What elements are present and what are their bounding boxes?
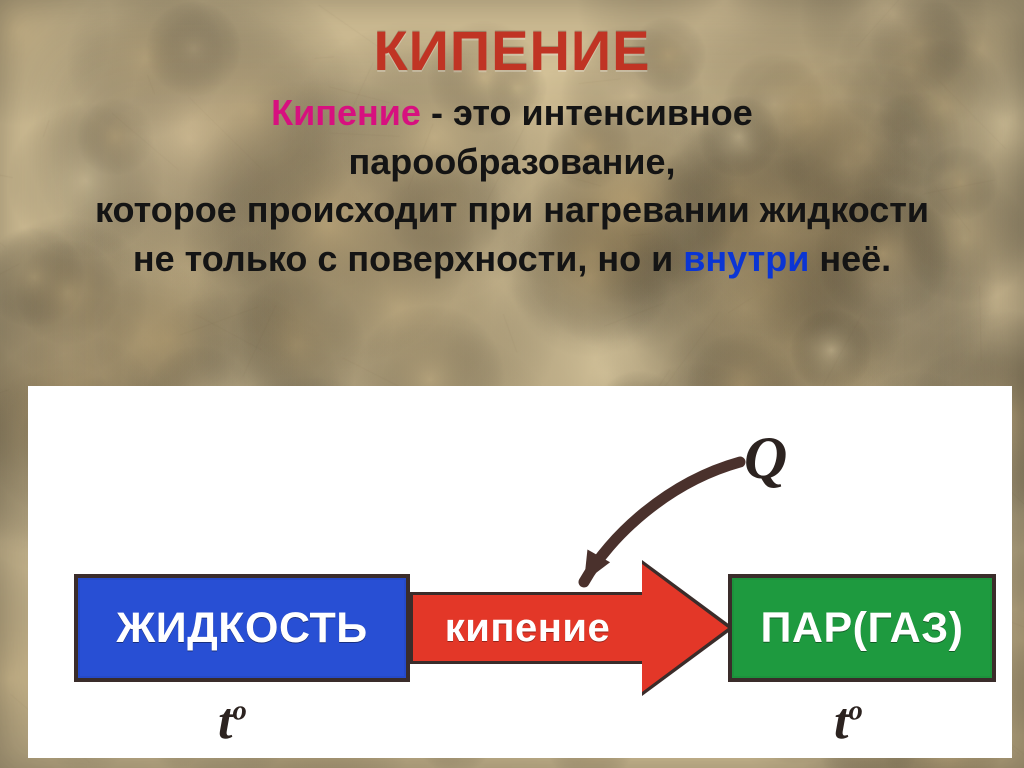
slide-title: КИПЕНИЕ bbox=[40, 18, 984, 83]
keyword-boiling: Кипение bbox=[271, 92, 421, 133]
def-line1-rest: это интенсивное bbox=[453, 92, 753, 133]
def-sep: - bbox=[421, 92, 453, 133]
def-line3: которое происходит при нагревании жидкос… bbox=[95, 189, 929, 230]
definition-text: Кипение - это интенсивное парообразовани… bbox=[40, 89, 984, 283]
def-line2: парообразование, bbox=[349, 141, 676, 182]
keyword-inside: внутри bbox=[683, 238, 809, 279]
q-arrow bbox=[28, 386, 1012, 758]
def-line4-pre: не только с поверхности, но и bbox=[133, 238, 683, 279]
def-line4-post: неё. bbox=[809, 238, 891, 279]
diagram-panel: ЖИДКОСТЬ кипение ПАР(ГАЗ) to to Q bbox=[28, 386, 1012, 758]
